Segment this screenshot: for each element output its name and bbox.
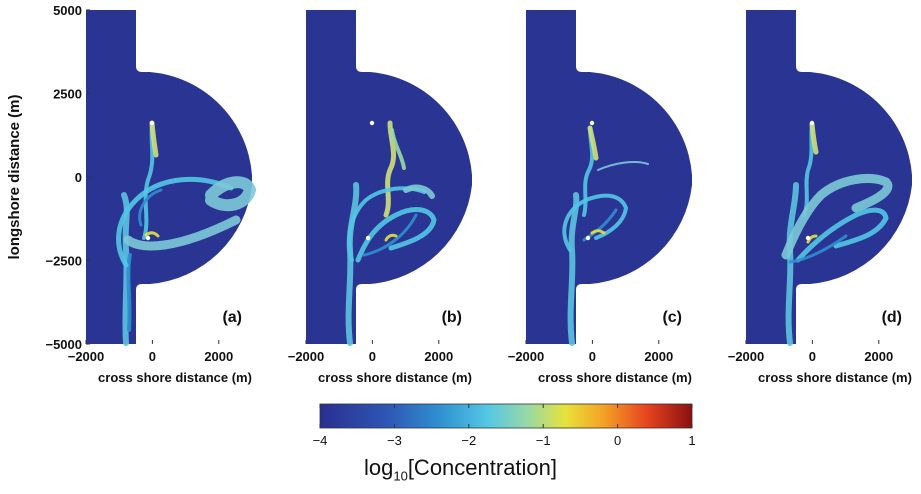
panel-c: (c) <box>526 10 692 346</box>
colorbar-tick-label: −2 <box>461 433 476 448</box>
x-axis-label: cross shore distance (m) <box>98 370 252 385</box>
x-tick-label: 0 <box>149 349 156 364</box>
plume-stroke <box>806 234 818 244</box>
panel-label: (b) <box>442 309 462 326</box>
plume-stroke <box>403 184 435 199</box>
plume-stroke <box>587 125 599 161</box>
colorbar-scale <box>319 403 693 429</box>
plume-stroke <box>123 215 241 251</box>
plume-stroke <box>126 253 132 332</box>
land-south <box>576 185 692 344</box>
x-tick-label: −2000 <box>68 349 105 364</box>
source-point <box>589 120 595 126</box>
panel-label: (a) <box>222 309 242 326</box>
plume-stroke <box>567 192 580 346</box>
plume-stroke <box>597 161 649 171</box>
plume-stroke <box>355 207 437 263</box>
land-south <box>356 185 472 344</box>
panel-b: (b) <box>306 10 472 346</box>
y-tick-label: −5000 <box>45 337 82 352</box>
x-axis-label: cross shore distance (m) <box>758 370 912 385</box>
land-north <box>796 10 912 175</box>
colorbar-tick-label: −3 <box>387 433 402 448</box>
plume-stroke <box>205 176 257 212</box>
plume-stroke <box>590 229 606 235</box>
x-tick-label: −2000 <box>728 349 765 364</box>
x-axis-label: cross shore distance (m) <box>318 370 472 385</box>
plume-stroke <box>809 121 819 155</box>
colorbar-tick-label: −1 <box>536 433 551 448</box>
colorbar-tick-label: −4 <box>313 433 328 448</box>
y-tick-label: −2500 <box>45 254 82 269</box>
y-axis-label: longshore distance (m) <box>6 94 23 259</box>
x-tick-label: 0 <box>809 349 816 364</box>
x-tick-label: 2000 <box>644 349 673 364</box>
x-axis-label: cross shore distance (m) <box>538 370 692 385</box>
colorbar: −4 −3 −2 −1 0 1 <box>313 403 696 448</box>
x-tick-label: 2000 <box>204 349 233 364</box>
panel-a: (a) <box>86 10 257 346</box>
land-north <box>136 10 252 175</box>
plume-stroke <box>795 207 889 263</box>
plume-stroke <box>138 188 163 227</box>
y-tick-label: 0 <box>75 170 82 185</box>
x-tick-label: −2000 <box>288 349 325 364</box>
panel-d: (d) <box>746 10 912 346</box>
plume-stroke <box>390 128 406 170</box>
source-point <box>149 120 155 126</box>
plume-stroke <box>149 120 159 158</box>
plume-stroke <box>144 231 160 238</box>
y-tick-label: 5000 <box>53 3 82 18</box>
plume-stroke <box>383 120 397 218</box>
plume-stroke <box>781 173 893 260</box>
source-point <box>809 120 815 126</box>
x-tick-label: 0 <box>369 349 376 364</box>
x-tick-label: 2000 <box>424 349 453 364</box>
colorbar-tick-label: 1 <box>688 433 695 448</box>
land-north <box>576 10 692 175</box>
colorbar-tick-label: 0 <box>614 433 621 448</box>
source-point <box>365 235 371 241</box>
plume-stroke <box>362 213 418 257</box>
land-south <box>136 185 252 344</box>
panel-label: (d) <box>882 309 902 326</box>
plume-stroke <box>116 176 234 268</box>
source-point <box>145 235 151 241</box>
source-point <box>805 235 811 241</box>
source-point <box>369 120 375 126</box>
plume-stroke <box>384 233 398 242</box>
y-tick-label: 2500 <box>53 87 82 102</box>
plume-stroke <box>788 234 848 264</box>
land-south <box>796 185 912 344</box>
x-tick-label: 2000 <box>864 349 893 364</box>
land-north <box>356 10 472 175</box>
plume-stroke <box>562 193 629 252</box>
panel-label: (c) <box>662 309 682 326</box>
x-tick-label: 0 <box>589 349 596 364</box>
colorbar-title: log10[Concentration] <box>363 455 558 484</box>
x-tick-label: −2000 <box>508 349 545 364</box>
source-point <box>585 235 591 241</box>
